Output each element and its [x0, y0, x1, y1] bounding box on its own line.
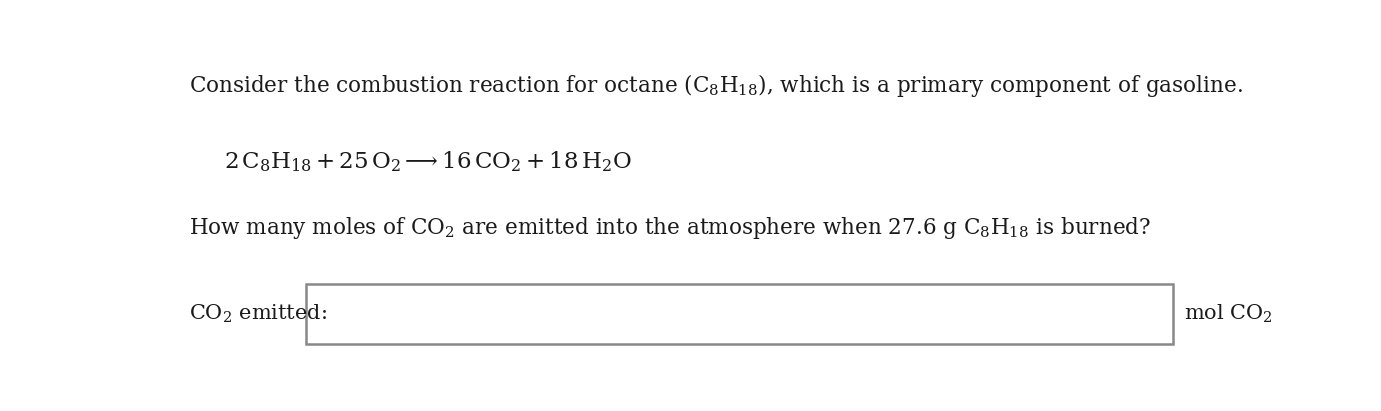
Text: Consider the combustion reaction for octane ($\mathregular{C_8H_{18}}$), which i: Consider the combustion reaction for oct… [189, 72, 1243, 99]
FancyBboxPatch shape [307, 284, 1174, 344]
Text: $\mathregular{CO_2}$ emitted:: $\mathregular{CO_2}$ emitted: [189, 303, 327, 326]
Text: How many moles of $\mathregular{CO_2}$ are emitted into the atmosphere when 27.6: How many moles of $\mathregular{CO_2}$ a… [189, 215, 1150, 241]
Text: $\mathregular{2\,C_8H_{18} + 25\,O_2 \longrightarrow 16\,CO_2 + 18\,H_2O}$: $\mathregular{2\,C_8H_{18} + 25\,O_2 \lo… [224, 149, 631, 173]
Text: mol $\mathregular{CO_2}$: mol $\mathregular{CO_2}$ [1184, 303, 1273, 326]
